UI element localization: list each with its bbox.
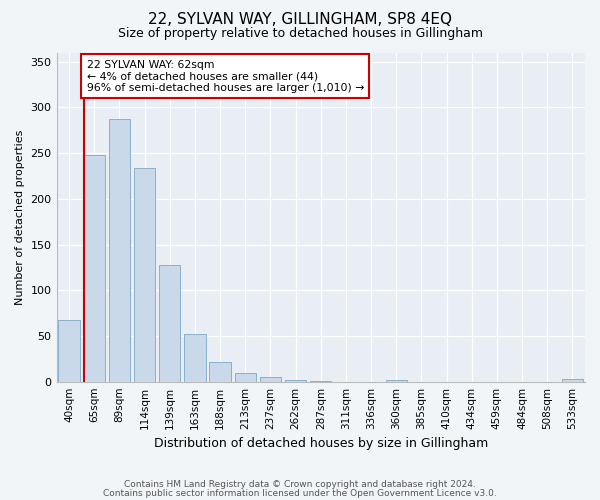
X-axis label: Distribution of detached houses by size in Gillingham: Distribution of detached houses by size … [154,437,488,450]
Bar [260,377,281,382]
Bar [285,380,307,382]
Bar [209,362,231,382]
Bar [134,168,155,382]
Bar [159,264,181,382]
Bar [58,320,80,382]
Bar [235,372,256,382]
Text: 22, SYLVAN WAY, GILLINGHAM, SP8 4EQ: 22, SYLVAN WAY, GILLINGHAM, SP8 4EQ [148,12,452,28]
Y-axis label: Number of detached properties: Number of detached properties [15,130,25,305]
Text: Size of property relative to detached houses in Gillingham: Size of property relative to detached ho… [118,28,482,40]
Bar [310,381,331,382]
Bar [109,120,130,382]
Text: 22 SYLVAN WAY: 62sqm
← 4% of detached houses are smaller (44)
96% of semi-detach: 22 SYLVAN WAY: 62sqm ← 4% of detached ho… [86,60,364,93]
Bar [562,379,583,382]
Text: Contains public sector information licensed under the Open Government Licence v3: Contains public sector information licen… [103,489,497,498]
Bar [386,380,407,382]
Text: Contains HM Land Registry data © Crown copyright and database right 2024.: Contains HM Land Registry data © Crown c… [124,480,476,489]
Bar [184,334,206,382]
Bar [83,155,105,382]
